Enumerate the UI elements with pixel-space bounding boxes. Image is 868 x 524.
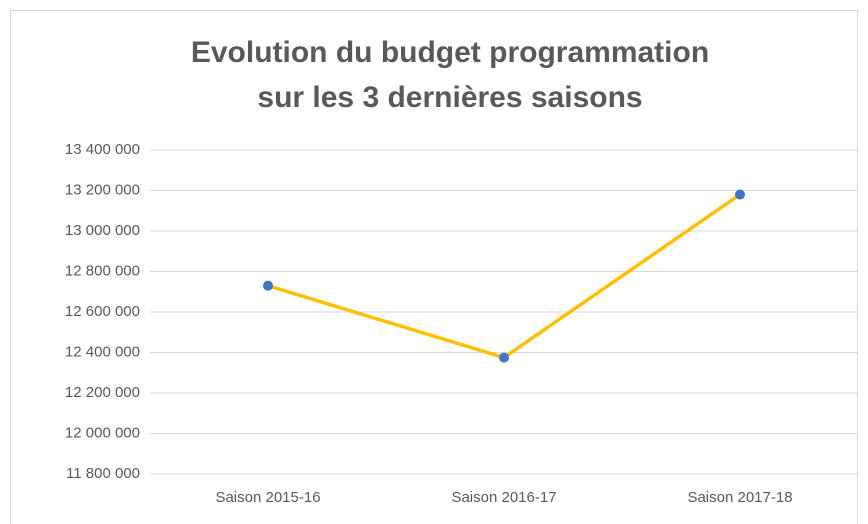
x-tick-label: Saison 2015-16: [215, 489, 320, 506]
y-tick-label: 12 200 000: [65, 384, 140, 401]
chart-border: [10, 10, 858, 524]
y-tick-label: 12 600 000: [65, 303, 140, 320]
data-point: [263, 280, 273, 291]
y-tick-label: 11 800 000: [66, 465, 140, 482]
y-tick-label: 12 800 000: [65, 262, 140, 279]
y-tick-label: 13 400 000: [65, 141, 140, 158]
data-point: [735, 189, 745, 200]
data-line: [267, 193, 741, 360]
data-point: [499, 352, 509, 363]
y-tick-label: 12 400 000: [65, 343, 140, 360]
x-tick-label: Saison 2016-17: [451, 489, 556, 506]
y-tick-label: 12 000 000: [65, 424, 140, 441]
chart-title: Evolution du budget programmation sur le…: [190, 36, 710, 114]
x-tick-label: Saison 2017-18: [687, 489, 792, 506]
y-tick-label: 13 200 000: [65, 181, 140, 198]
y-tick-label: 13 000 000: [65, 222, 140, 239]
